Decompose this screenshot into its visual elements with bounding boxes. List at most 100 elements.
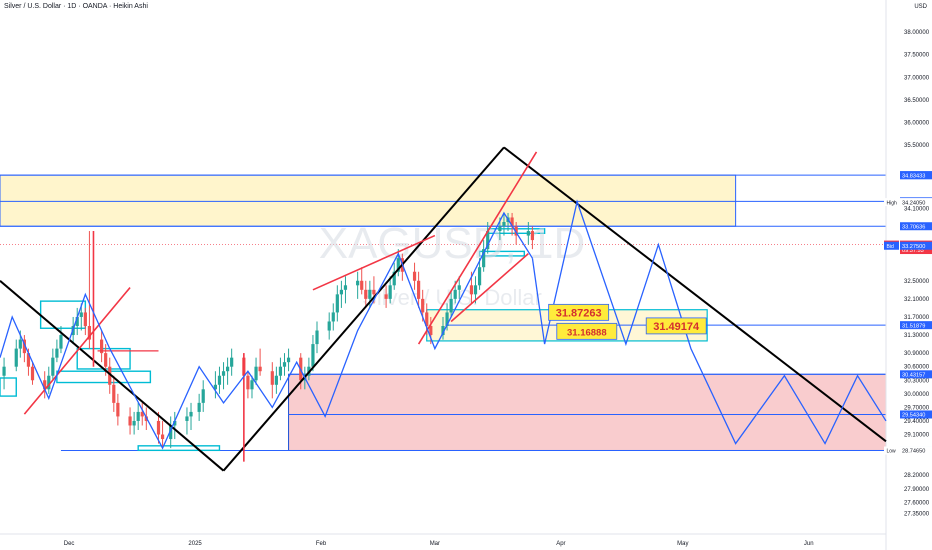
candle-body: [104, 353, 108, 367]
candle-body: [327, 321, 331, 331]
candle: [55, 339, 59, 363]
candle: [502, 212, 506, 236]
price-label: 30.43157: [902, 373, 925, 379]
candle: [173, 411, 177, 440]
candle: [286, 348, 291, 372]
candle-body: [368, 289, 372, 299]
candle: [327, 312, 331, 340]
candle: [156, 411, 161, 444]
candle-body: [477, 267, 482, 286]
price-label: 09:37:53: [902, 248, 924, 254]
candle: [132, 411, 136, 435]
candle-body: [429, 326, 433, 336]
price-label-bg: [900, 410, 932, 419]
price-tag-bg: [884, 198, 899, 207]
candle: [14, 339, 18, 372]
candle: [75, 307, 79, 336]
y-tick-label: 27.60000: [904, 500, 930, 506]
price-label: 28.74650: [902, 449, 925, 455]
candle: [477, 258, 482, 290]
candle-body: [412, 271, 417, 281]
candle: [201, 380, 205, 412]
candle: [388, 276, 392, 304]
candle-body: [217, 375, 222, 385]
candle: [108, 357, 112, 394]
y-tick-label: 37.50000: [904, 53, 930, 59]
candle-body: [87, 326, 92, 340]
candle-body: [156, 420, 161, 435]
candle-body: [278, 366, 283, 376]
candle-body: [230, 357, 234, 367]
candle: [221, 362, 226, 390]
candle-body: [286, 357, 291, 363]
candle-body: [22, 339, 26, 354]
support-zone: [288, 373, 887, 451]
price-label-bg: [900, 321, 932, 330]
candle-body: [108, 366, 112, 385]
candle: [230, 348, 234, 376]
candle-body: [510, 217, 514, 227]
price-label-bg: [900, 198, 932, 207]
price-annotation-box: [548, 303, 610, 321]
candle: [128, 407, 132, 435]
y-tick-label: 29.40000: [904, 419, 930, 425]
candle-body: [185, 416, 189, 421]
candle: [339, 280, 343, 308]
price-label-bg: [900, 241, 932, 250]
price-label-bg: [900, 246, 932, 255]
candle: [360, 267, 364, 295]
candle: [486, 222, 490, 254]
candle: [282, 353, 287, 376]
candle-body: [441, 326, 445, 336]
candle-body: [140, 411, 144, 417]
cyan-box: [0, 377, 17, 397]
price-label: 34.24050: [902, 200, 925, 206]
candle-body: [83, 312, 87, 326]
candle: [278, 357, 283, 381]
candle: [51, 348, 55, 381]
cyan-box: [56, 370, 152, 384]
candle-body: [311, 344, 315, 367]
candle: [482, 240, 486, 272]
candle-body: [453, 289, 457, 299]
candle-body: [388, 285, 392, 299]
candle-body: [486, 231, 490, 250]
candle: [22, 335, 26, 363]
candle: [530, 226, 535, 250]
y-tick-label: 28.20000: [904, 473, 930, 479]
candle-body: [169, 425, 173, 440]
candle-body: [43, 380, 47, 390]
price-label-bg: [900, 446, 932, 455]
candle-body: [189, 411, 193, 417]
y-tick-label: 27.35000: [904, 512, 930, 518]
y-tick-label: 32.10000: [904, 297, 930, 303]
y-tick-label: 36.50000: [904, 98, 930, 104]
candle: [510, 212, 514, 236]
candle: [335, 285, 339, 322]
candle-body: [2, 366, 6, 376]
price-path-zigzag: [0, 211, 533, 450]
candle: [246, 371, 250, 399]
candle-body: [469, 285, 474, 295]
candle-body: [392, 271, 396, 286]
x-tick-label: Mar: [430, 541, 440, 547]
y-tick-label: 30.30000: [904, 378, 930, 384]
candle-body: [250, 380, 254, 390]
y-tick-label: 38.00000: [904, 30, 930, 36]
candle-body: [30, 366, 35, 381]
price-tag: Low: [887, 449, 897, 455]
candle-body: [274, 375, 278, 385]
price-tag-bg: [884, 446, 899, 455]
candle-body: [526, 231, 530, 236]
candle: [449, 289, 453, 317]
candle-body: [315, 330, 319, 345]
candle: [250, 375, 254, 399]
candle: [254, 357, 258, 385]
candle-body: [514, 226, 518, 236]
candle: [311, 335, 315, 372]
candle: [217, 366, 222, 394]
candle: [47, 366, 51, 394]
y-tick-label: 30.00000: [904, 392, 930, 398]
price-label-bg: [900, 222, 932, 231]
